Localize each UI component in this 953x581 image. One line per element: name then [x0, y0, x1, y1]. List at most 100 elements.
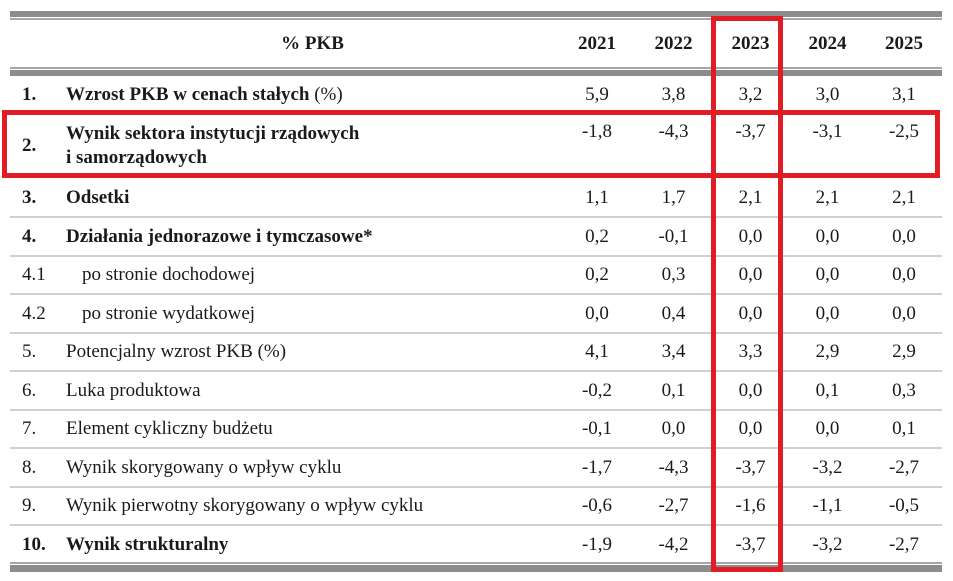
row-label: Wynik sektora instytucji rządowych i samo… [66, 113, 559, 179]
row-label-text: Wzrost PKB w cenach stałych [66, 84, 310, 105]
value-cell-2024: 0,0 [789, 217, 866, 257]
row-label: Element cykliczny budżetu [66, 410, 559, 449]
row-label: Wynik skorygowany o wpływ cyklu [66, 448, 559, 488]
value-cell-2025: 0,3 [866, 371, 942, 411]
bottom-rule-thin [10, 562, 942, 564]
header-year-2022: 2022 [654, 32, 693, 54]
value-cell-2025: -2,7 [888, 534, 920, 555]
row-label-text: Działania jednorazowe i tymczasowe* [66, 225, 373, 247]
value-cell-2021: -0,6 [559, 487, 635, 526]
value-cell-2023: 3,3 [712, 333, 789, 372]
top-rule-thin [10, 18, 942, 20]
table-row: 4. Działania jednorazowe i tymczasowe* 0,2… [10, 217, 942, 257]
value-cell-2025: 3,1 [892, 84, 916, 105]
row-label: Wynik pierwotny skorygowany o wpływ cykl… [66, 487, 559, 526]
value-cell-2021: -1,9 [581, 534, 613, 555]
row-number: 8. [10, 448, 66, 488]
value-cell-2024: 0,0 [789, 294, 866, 334]
value-cell-2023: 2,1 [712, 179, 789, 218]
header-rule-thin [10, 67, 942, 69]
value-cell-2022: -4,3 [635, 448, 712, 488]
value-cell-2021: 0,0 [559, 294, 635, 334]
value-cell-2022: 3,8 [661, 84, 686, 105]
value-cell-2024: -3,1 [812, 121, 843, 142]
value-cell-2022: -2,7 [635, 487, 712, 526]
header-year-2024: 2024 [808, 32, 847, 54]
value-cell-2022: 0,4 [635, 294, 712, 334]
row-number: 4. [10, 217, 66, 257]
table-row: 2. Wynik sektora instytucji rządowych i sa… [10, 113, 942, 179]
row-label: Wynik strukturalny [66, 525, 559, 564]
header-rule-thick [10, 70, 942, 76]
row-label: Potencjalny wzrost PKB (%) [66, 333, 559, 372]
value-cell-2022: 0,1 [635, 371, 712, 411]
table-row: 8. Wynik skorygowany o wpływ cyklu -1,7 -4,… [10, 448, 942, 488]
value-cell-2021: -0,2 [559, 371, 635, 411]
row-label-text: po stronie wydatkowej [82, 302, 256, 324]
value-cell-2023: 0,0 [712, 256, 789, 295]
value-cell-2021: 1,1 [559, 179, 635, 218]
row-label-text: Element cykliczny budżetu [66, 418, 273, 439]
row-number: 3. [10, 179, 66, 218]
value-cell-2025: 0,0 [866, 256, 942, 295]
row-number: 10. [22, 534, 46, 555]
value-cell-2023: -3,7 [712, 448, 789, 488]
row-number: 7. [10, 410, 66, 449]
value-cell-2022: -0,1 [635, 217, 712, 257]
value-cell-2023: -3,7 [735, 534, 766, 555]
value-cell-2025: 0,0 [866, 294, 942, 334]
row-number: 4.2 [10, 294, 66, 334]
value-cell-2022: 1,7 [635, 179, 712, 218]
value-cell-2024: 2,9 [789, 333, 866, 372]
value-cell-2024: -3,2 [812, 534, 843, 555]
row-label-text: Wynik skorygowany o wpływ cyklu [66, 456, 342, 478]
header-year-2021: 2021 [578, 32, 616, 54]
table-row: 3. Odsetki 1,1 1,7 2,1 2,1 2,1 [10, 179, 942, 218]
value-cell-2024: 2,1 [789, 179, 866, 218]
value-cell-2021: 5,9 [585, 84, 609, 105]
row-label-text: po stronie dochodowej [82, 264, 256, 285]
row-label: Odsetki [66, 179, 559, 218]
table-row: 4.2 po stronie wydatkowej 0,0 0,4 0,0 0,0 0,0 [10, 294, 942, 334]
row-label-text: Luka produktowa [66, 379, 201, 401]
value-cell-2024: 0,1 [789, 371, 866, 411]
fiscal-indicators-table: % PKB 2021 2022 2023 2024 2025 1. Wzrost … [10, 20, 942, 564]
value-cell-2023: 0,0 [712, 410, 789, 449]
value-cell-2022: 0,0 [635, 410, 712, 449]
value-cell-2025: 0,0 [866, 217, 942, 257]
value-cell-2024: 3,0 [815, 84, 840, 105]
table-row: 7. Element cykliczny budżetu -0,1 0,0 0,0 0,0… [10, 410, 942, 449]
row-number: 4.1 [10, 256, 66, 295]
row-label-text: Potencjalny wzrost PKB (%) [66, 341, 287, 362]
row-label-unit: (%) [309, 84, 343, 105]
value-cell-2021: -0,1 [559, 410, 635, 449]
value-cell-2025: 2,1 [866, 179, 942, 218]
value-cell-2024: 0,0 [789, 410, 866, 449]
value-cell-2023: -1,6 [712, 487, 789, 526]
row-label: po stronie wydatkowej [66, 294, 559, 334]
row-number: 6. [10, 371, 66, 411]
value-cell-2021: -1,8 [581, 121, 613, 142]
row-number: 9. [10, 487, 66, 526]
row-label: po stronie dochodowej [66, 256, 559, 295]
value-cell-2025: 0,1 [866, 410, 942, 449]
value-cell-2023: 0,0 [712, 294, 789, 334]
value-cell-2021: 0,2 [559, 256, 635, 295]
value-cell-2021: -1,7 [559, 448, 635, 488]
row-number: 1. [22, 84, 37, 105]
header-year-2023: 2023 [731, 32, 770, 54]
value-cell-2024: -1,1 [789, 487, 866, 526]
value-cell-2025: -0,5 [866, 487, 942, 526]
value-cell-2023: 3,2 [738, 84, 763, 105]
row-label-text: Wynik pierwotny skorygowany o wpływ cykl… [66, 495, 424, 516]
value-cell-2025: 2,9 [866, 333, 942, 372]
header-num [10, 20, 66, 67]
row-number: 5. [10, 333, 66, 372]
value-cell-2023: 0,0 [712, 217, 789, 257]
value-cell-2025: -2,7 [866, 448, 942, 488]
table-row: 5. Potencjalny wzrost PKB (%) 4,1 3,4 3,3 2,9… [10, 333, 942, 372]
header-year-2025: 2025 [885, 32, 923, 54]
top-rule-thick [10, 11, 942, 17]
bottom-rule-thick [10, 565, 942, 572]
row-label-text: Odsetki [66, 186, 130, 208]
